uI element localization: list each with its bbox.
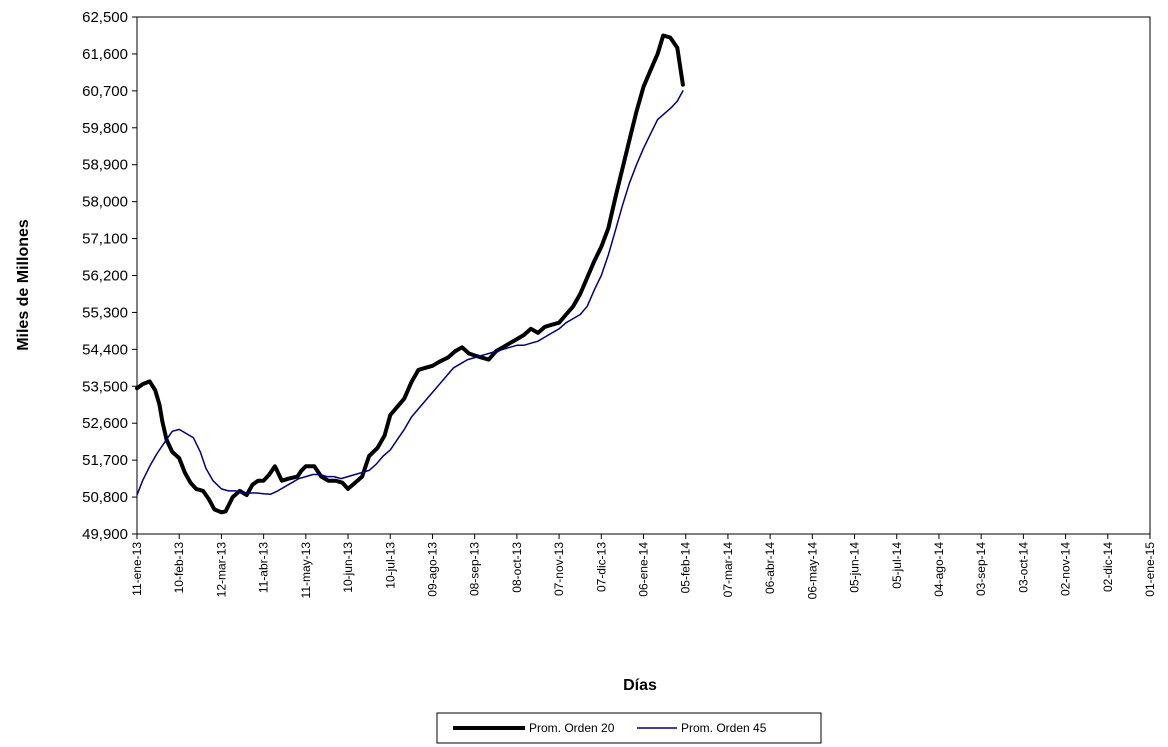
series-line-2 [136,90,684,496]
x-tick-label: 11-may-13 [299,542,313,599]
x-tick-label: 06-ene-14 [637,542,651,597]
x-tick-label: 09-ago-13 [425,542,439,597]
x-tick-label: 06-may-14 [805,542,819,600]
y-axis-title: Miles de Millones [15,219,32,351]
x-tick-label: 02-nov-14 [1059,542,1073,596]
series-line-1 [135,33,685,515]
y-axis-title-group: Miles de Millones [15,219,32,351]
y-tick-label: 56,200 [82,268,128,285]
x-tick-label: 07-nov-13 [552,542,566,596]
x-tick-label: 04-ago-14 [932,542,946,597]
y-tick-label: 58,900 [82,157,128,174]
x-tick-label: 10-jun-13 [341,542,355,593]
x-tick-label: 10-feb-13 [172,542,186,594]
x-tick-label: 03-oct-14 [1016,542,1030,593]
legend: Prom. Orden 20 Prom. Orden 45 [436,712,822,744]
x-tick-label: 03-sep-14 [974,542,988,596]
y-tick-label: 49,900 [82,526,128,543]
x-tick-label: 12-mar-13 [214,542,228,598]
y-tick-label: 54,400 [82,341,128,358]
x-tick-label: 05-feb-14 [679,542,693,594]
x-tick-label: 06-abr-14 [763,542,777,594]
legend-label-2: Prom. Orden 45 [681,721,767,735]
y-tick-label: 57,100 [82,231,128,248]
plot-frame [136,16,1151,535]
x-tick-label: 08-oct-13 [510,542,524,593]
x-tick-label: 08-sep-13 [468,542,482,596]
x-tick-label: 11-abr-13 [257,542,271,593]
y-tick-label: 59,800 [82,120,128,137]
x-tick-label: 07-mar-14 [721,542,735,598]
plot-area: 49,900 50,800 51,700 52,600 53,500 54,400 55,3… [82,9,1157,599]
y-tick-label: 55,300 [82,304,128,321]
x-tick-label: 11-ene-13 [130,542,144,596]
y-tick-label: 61,600 [82,46,128,63]
y-tick-label: 60,700 [82,83,128,100]
y-tick-label: 53,500 [82,378,128,395]
x-tick-label: 05-jun-14 [848,542,862,593]
y-tick-label: 50,800 [82,489,128,506]
x-tick-label: 10-jul-13 [383,542,397,589]
y-tick-label: 58,000 [82,194,128,211]
y-tick-label: 51,700 [82,452,128,469]
x-axis-title: Días [623,677,657,694]
x-tick-label: 05-jul-14 [890,542,904,589]
x-tick-label: 01-ene-15 [1143,542,1157,597]
y-tick-label: 52,600 [82,415,128,432]
legend-label-1: Prom. Orden 20 [529,721,615,735]
x-tick-label: 07-dic-13 [594,542,608,592]
y-tick-label: 62,500 [82,9,128,26]
x-tick-label: 02-dic-14 [1101,542,1115,592]
